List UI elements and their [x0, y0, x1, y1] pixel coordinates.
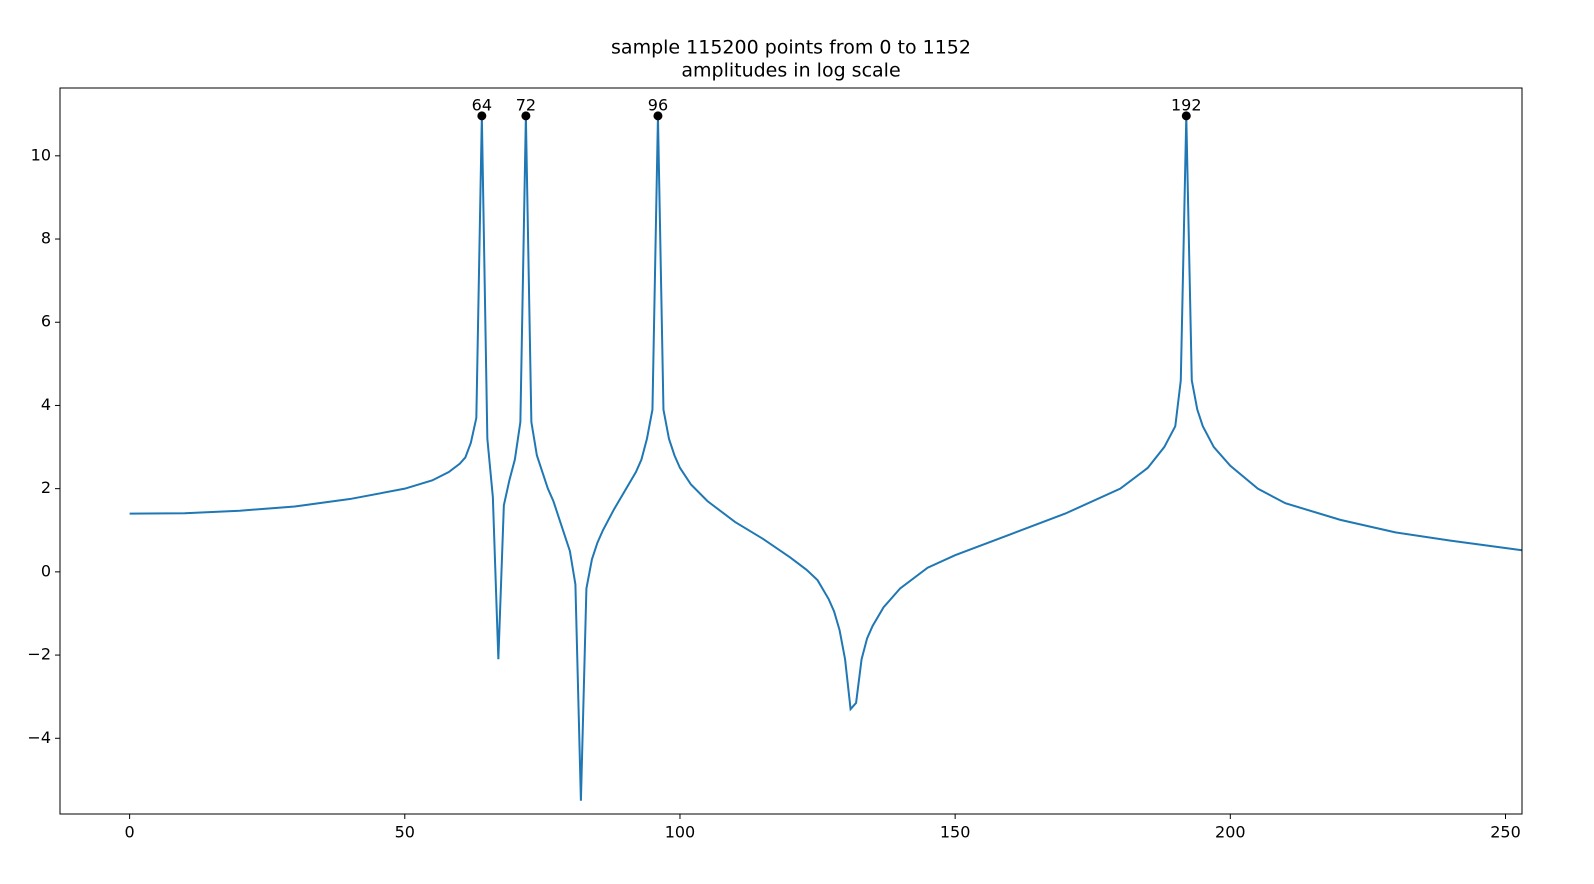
- chart-title: sample 115200 points from 0 to 1152: [611, 37, 971, 59]
- y-tick-label: −4: [27, 728, 51, 747]
- x-tick-label: 150: [940, 823, 971, 842]
- data-line: [129, 116, 1523, 801]
- peak-point: [521, 111, 531, 121]
- peak-label: 72: [516, 95, 536, 114]
- peak-point: [477, 111, 487, 121]
- y-tick-label: 0: [41, 561, 51, 580]
- y-tick-label: 4: [41, 395, 51, 414]
- peak-point: [1181, 111, 1191, 121]
- peak-label: 64: [472, 95, 492, 114]
- x-tick-label: 250: [1490, 823, 1521, 842]
- peak-label: 192: [1171, 95, 1202, 114]
- peak-label: 96: [648, 95, 668, 114]
- peak-point: [653, 111, 663, 121]
- y-tick-label: 10: [31, 145, 51, 164]
- x-tick-label: 100: [665, 823, 696, 842]
- y-tick-label: −2: [27, 645, 51, 664]
- y-tick-label: 8: [41, 229, 51, 248]
- x-tick-label: 0: [125, 823, 135, 842]
- y-tick-label: 2: [41, 478, 51, 497]
- y-tick-label: 6: [41, 312, 51, 331]
- plot-frame: [59, 87, 1523, 815]
- chart-subtitle: amplitudes in log scale: [681, 60, 900, 82]
- x-tick-label: 200: [1215, 823, 1246, 842]
- x-tick-label: 50: [395, 823, 415, 842]
